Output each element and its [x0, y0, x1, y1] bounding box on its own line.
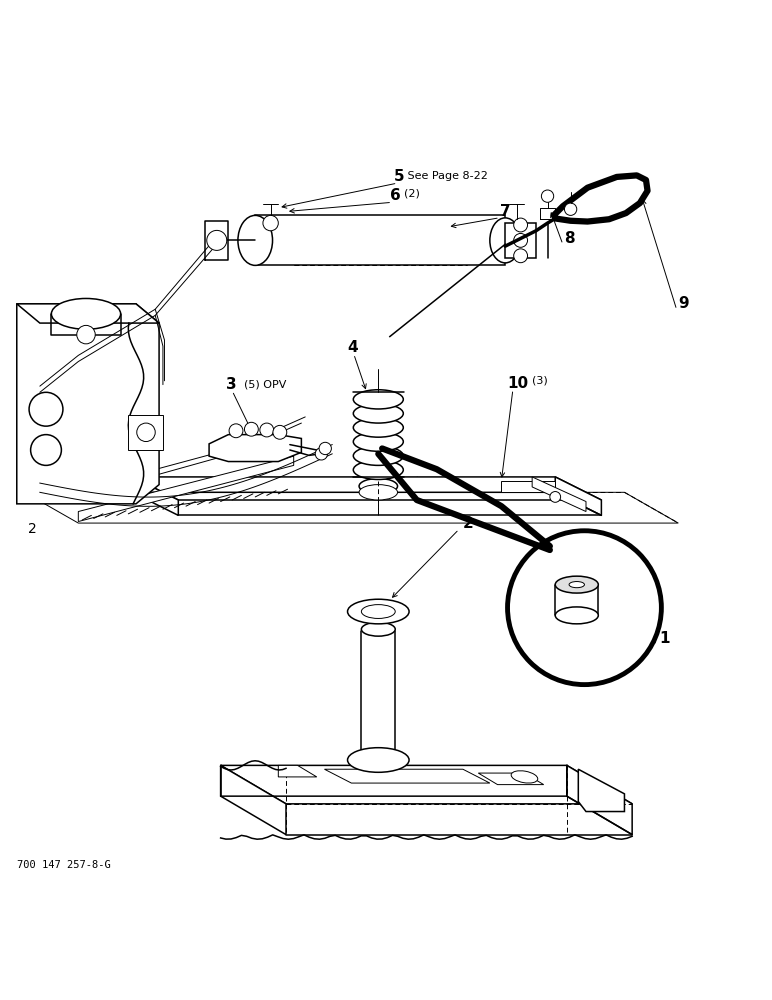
- Polygon shape: [132, 477, 178, 515]
- Text: (5) OPV: (5) OPV: [245, 380, 287, 390]
- Polygon shape: [501, 481, 555, 492]
- Polygon shape: [78, 456, 293, 522]
- Ellipse shape: [354, 460, 403, 479]
- Text: See Page 8-22: See Page 8-22: [405, 171, 489, 181]
- Polygon shape: [532, 477, 586, 512]
- Circle shape: [207, 230, 227, 250]
- Circle shape: [550, 492, 560, 502]
- Circle shape: [273, 425, 286, 439]
- Polygon shape: [221, 765, 632, 804]
- Text: 10: 10: [507, 376, 529, 391]
- Ellipse shape: [555, 576, 598, 593]
- Text: 4: 4: [347, 340, 358, 355]
- Text: 1: 1: [659, 631, 669, 646]
- Ellipse shape: [354, 432, 403, 451]
- Circle shape: [513, 233, 527, 247]
- Polygon shape: [221, 765, 286, 835]
- Ellipse shape: [238, 215, 273, 265]
- Text: 2: 2: [463, 516, 474, 531]
- Polygon shape: [324, 769, 490, 783]
- Ellipse shape: [359, 478, 398, 494]
- Circle shape: [229, 424, 243, 438]
- Polygon shape: [132, 477, 601, 500]
- Ellipse shape: [555, 607, 598, 624]
- Ellipse shape: [361, 605, 395, 618]
- Circle shape: [319, 442, 331, 455]
- Text: (3): (3): [532, 376, 548, 386]
- Ellipse shape: [569, 582, 584, 588]
- Circle shape: [513, 218, 527, 232]
- Text: 8: 8: [564, 231, 575, 246]
- Ellipse shape: [52, 298, 120, 329]
- Text: 700 147 257-8-G: 700 147 257-8-G: [17, 860, 110, 870]
- Text: 7: 7: [499, 204, 510, 219]
- Ellipse shape: [354, 418, 403, 437]
- Ellipse shape: [354, 390, 403, 409]
- Ellipse shape: [347, 599, 409, 624]
- Polygon shape: [479, 773, 543, 785]
- Circle shape: [564, 203, 577, 215]
- Circle shape: [263, 215, 279, 231]
- Circle shape: [260, 423, 274, 437]
- Circle shape: [513, 249, 527, 263]
- Text: 5: 5: [394, 169, 405, 184]
- Polygon shape: [17, 304, 159, 323]
- Polygon shape: [209, 435, 301, 462]
- Circle shape: [137, 423, 155, 442]
- Ellipse shape: [490, 218, 520, 263]
- Text: 3: 3: [226, 377, 237, 392]
- Polygon shape: [578, 769, 625, 812]
- Ellipse shape: [354, 404, 403, 423]
- Polygon shape: [279, 765, 317, 777]
- Ellipse shape: [359, 485, 398, 500]
- Text: (2): (2): [405, 188, 420, 198]
- Ellipse shape: [354, 446, 403, 465]
- Polygon shape: [128, 415, 163, 450]
- Ellipse shape: [511, 771, 538, 783]
- Polygon shape: [567, 765, 632, 835]
- Polygon shape: [505, 223, 536, 258]
- Circle shape: [507, 531, 662, 685]
- Polygon shape: [17, 304, 159, 504]
- Circle shape: [245, 422, 259, 436]
- Polygon shape: [256, 215, 505, 265]
- Text: 2: 2: [28, 522, 36, 536]
- Circle shape: [315, 448, 327, 460]
- Text: 6: 6: [390, 188, 401, 203]
- Circle shape: [31, 435, 62, 465]
- Circle shape: [29, 392, 63, 426]
- Text: 9: 9: [679, 296, 689, 311]
- Polygon shape: [555, 477, 601, 515]
- Circle shape: [76, 325, 95, 344]
- Circle shape: [541, 190, 554, 202]
- Ellipse shape: [347, 748, 409, 772]
- Ellipse shape: [361, 622, 395, 636]
